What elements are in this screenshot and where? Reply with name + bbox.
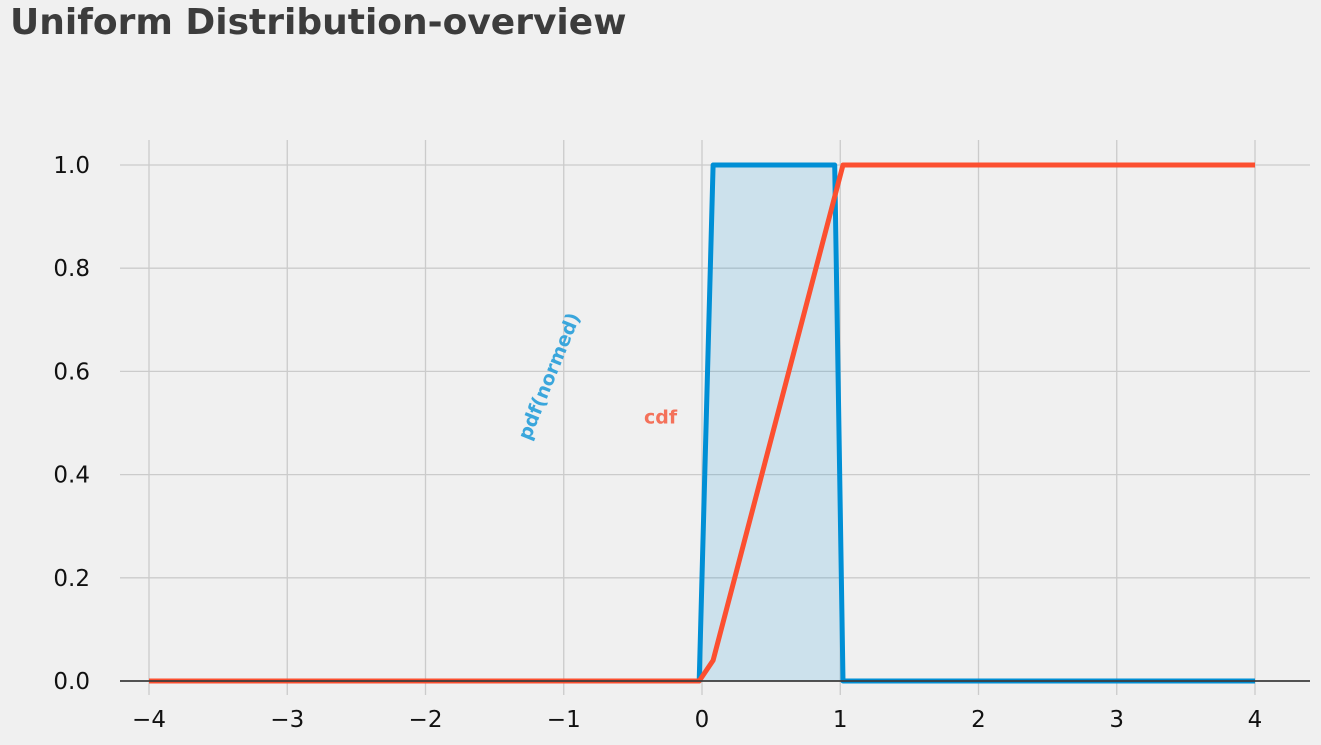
chart-title: Uniform Distribution-overview (10, 2, 627, 43)
pdf-annotation: pdf(normed) (514, 310, 585, 443)
y-tick-label: 0.8 (53, 256, 90, 282)
x-tick-label: 1 (833, 707, 848, 733)
x-tick-label: 4 (1248, 707, 1263, 733)
x-tick-label: −3 (270, 707, 304, 733)
y-tick-label: 0.2 (53, 566, 90, 592)
tick-labels: −4 −3 −2 −1 0 1 2 3 4 0.0 0.2 0.4 0.6 0.8 1.0 (53, 153, 1262, 733)
x-tick-label: −4 (132, 707, 166, 733)
x-tick-label: 3 (1109, 707, 1124, 733)
x-tick-label: −2 (409, 707, 443, 733)
y-tick-label: 0.4 (53, 463, 90, 489)
x-tick-label: 0 (695, 707, 710, 733)
x-tick-label: 2 (971, 707, 986, 733)
cdf-annotation: cdf (644, 406, 678, 428)
annotations: pdf(normed) cdf (514, 310, 678, 443)
y-tick-label: 0.6 (53, 359, 90, 385)
y-tick-label: 0.0 (53, 669, 90, 695)
y-tick-label: 1.0 (53, 153, 90, 179)
x-tick-label: −1 (547, 707, 581, 733)
